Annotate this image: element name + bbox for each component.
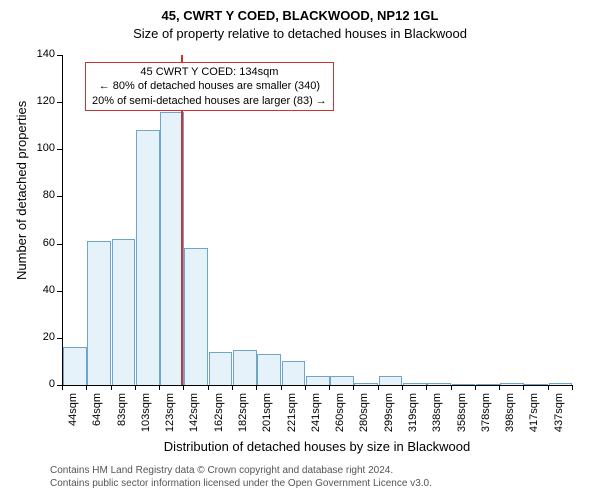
x-tick-label: 44sqm	[67, 393, 79, 443]
x-tick-label: 201sqm	[261, 393, 273, 443]
y-tick-label: 0	[27, 378, 55, 390]
x-tick-label: 437sqm	[553, 393, 565, 443]
histogram-bar	[427, 383, 451, 385]
x-tick-mark	[475, 385, 476, 390]
x-tick-mark	[86, 385, 87, 390]
y-tick-label: 20	[27, 331, 55, 343]
x-tick-label: 280sqm	[358, 393, 370, 443]
x-tick-label: 398sqm	[504, 393, 516, 443]
histogram-bar	[87, 241, 111, 385]
property-size-histogram: 45, CWRT Y COED, BLACKWOOD, NP12 1GL Siz…	[0, 0, 600, 500]
y-tick-mark	[57, 55, 62, 56]
annotation-line1: 45 CWRT Y COED: 134sqm	[92, 65, 327, 79]
annotation-line3: 20% of semi-detached houses are larger (…	[92, 94, 327, 108]
histogram-bar	[233, 350, 257, 385]
x-tick-label: 103sqm	[140, 393, 152, 443]
histogram-bar	[112, 239, 136, 385]
y-tick-label: 100	[27, 142, 55, 154]
histogram-bar	[500, 383, 524, 385]
x-tick-label: 358sqm	[456, 393, 468, 443]
footer-line1: Contains HM Land Registry data © Crown c…	[50, 464, 432, 477]
footer-line2: Contains public sector information licen…	[50, 477, 432, 490]
x-tick-label: 64sqm	[91, 393, 103, 443]
x-tick-mark	[111, 385, 112, 390]
x-tick-label: 182sqm	[237, 393, 249, 443]
y-tick-mark	[57, 291, 62, 292]
x-tick-mark	[499, 385, 500, 390]
x-tick-mark	[232, 385, 233, 390]
y-tick-mark	[57, 102, 62, 103]
histogram-bar	[354, 383, 378, 385]
histogram-bar	[282, 361, 306, 385]
x-tick-mark	[62, 385, 63, 390]
x-tick-mark	[183, 385, 184, 390]
x-tick-label: 123sqm	[164, 393, 176, 443]
y-tick-label: 140	[27, 48, 55, 60]
histogram-bar	[209, 352, 233, 385]
x-tick-label: 142sqm	[188, 393, 200, 443]
histogram-bar	[63, 347, 87, 385]
histogram-bar	[476, 384, 500, 385]
x-tick-label: 417sqm	[528, 393, 540, 443]
y-tick-label: 80	[27, 189, 55, 201]
y-tick-mark	[57, 338, 62, 339]
y-tick-label: 120	[27, 95, 55, 107]
x-tick-mark	[256, 385, 257, 390]
histogram-bar	[549, 383, 573, 385]
x-tick-label: 221sqm	[286, 393, 298, 443]
chart-title: 45, CWRT Y COED, BLACKWOOD, NP12 1GL	[0, 8, 600, 23]
x-tick-label: 241sqm	[310, 393, 322, 443]
histogram-bar	[184, 248, 208, 385]
x-tick-mark	[135, 385, 136, 390]
x-tick-mark	[402, 385, 403, 390]
histogram-bar	[524, 384, 548, 385]
x-tick-label: 378sqm	[480, 393, 492, 443]
y-tick-mark	[57, 149, 62, 150]
x-tick-mark	[451, 385, 452, 390]
histogram-bar	[257, 354, 281, 385]
x-tick-label: 338sqm	[431, 393, 443, 443]
histogram-bar	[136, 130, 160, 385]
histogram-bar	[306, 376, 330, 385]
y-tick-label: 60	[27, 237, 55, 249]
x-tick-mark	[426, 385, 427, 390]
histogram-bar	[379, 376, 403, 385]
x-tick-label: 319sqm	[407, 393, 419, 443]
x-tick-label: 162sqm	[213, 393, 225, 443]
y-tick-mark	[57, 244, 62, 245]
chart-subtitle: Size of property relative to detached ho…	[0, 26, 600, 41]
y-tick-mark	[57, 196, 62, 197]
histogram-bar	[452, 384, 476, 385]
x-tick-label: 299sqm	[383, 393, 395, 443]
annotation-box: 45 CWRT Y COED: 134sqm ← 80% of detached…	[85, 62, 334, 111]
x-tick-mark	[523, 385, 524, 390]
x-tick-mark	[378, 385, 379, 390]
x-tick-mark	[159, 385, 160, 390]
y-tick-label: 40	[27, 284, 55, 296]
x-tick-mark	[353, 385, 354, 390]
histogram-bar	[403, 383, 427, 385]
annotation-line2: ← 80% of detached houses are smaller (34…	[92, 79, 327, 93]
footer-attribution: Contains HM Land Registry data © Crown c…	[50, 464, 432, 490]
histogram-bar	[330, 376, 354, 385]
x-tick-mark	[305, 385, 306, 390]
x-tick-mark	[572, 385, 573, 390]
x-tick-mark	[208, 385, 209, 390]
x-tick-mark	[548, 385, 549, 390]
x-tick-mark	[329, 385, 330, 390]
x-tick-mark	[281, 385, 282, 390]
x-tick-label: 83sqm	[116, 393, 128, 443]
x-tick-label: 260sqm	[334, 393, 346, 443]
